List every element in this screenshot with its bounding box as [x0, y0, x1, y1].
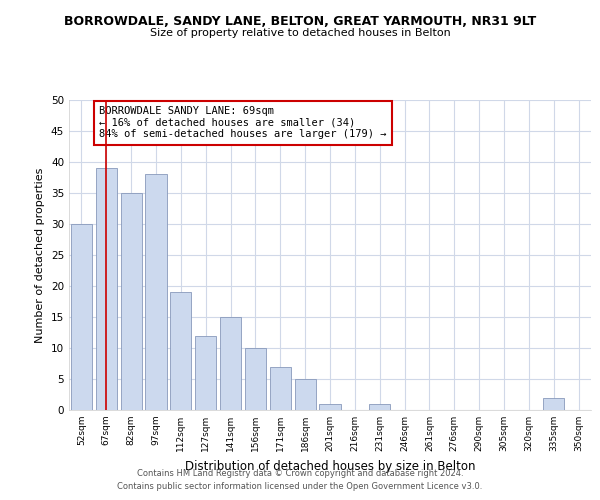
Text: Contains public sector information licensed under the Open Government Licence v3: Contains public sector information licen…	[118, 482, 482, 491]
Bar	[96, 168, 117, 410]
Bar	[245, 348, 266, 410]
Bar	[295, 379, 316, 410]
X-axis label: Distribution of detached houses by size in Belton: Distribution of detached houses by size …	[185, 460, 475, 472]
Bar	[145, 174, 167, 410]
Bar	[220, 317, 241, 410]
Bar	[369, 404, 390, 410]
Text: BORROWDALE, SANDY LANE, BELTON, GREAT YARMOUTH, NR31 9LT: BORROWDALE, SANDY LANE, BELTON, GREAT YA…	[64, 15, 536, 28]
Y-axis label: Number of detached properties: Number of detached properties	[35, 168, 46, 342]
Text: Size of property relative to detached houses in Belton: Size of property relative to detached ho…	[149, 28, 451, 38]
Bar	[170, 292, 191, 410]
Bar	[195, 336, 216, 410]
Bar	[71, 224, 92, 410]
Text: Contains HM Land Registry data © Crown copyright and database right 2024.: Contains HM Land Registry data © Crown c…	[137, 468, 463, 477]
Bar	[270, 366, 291, 410]
Text: BORROWDALE SANDY LANE: 69sqm
← 16% of detached houses are smaller (34)
84% of se: BORROWDALE SANDY LANE: 69sqm ← 16% of de…	[99, 106, 386, 140]
Bar	[543, 398, 564, 410]
Bar	[121, 193, 142, 410]
Bar	[319, 404, 341, 410]
